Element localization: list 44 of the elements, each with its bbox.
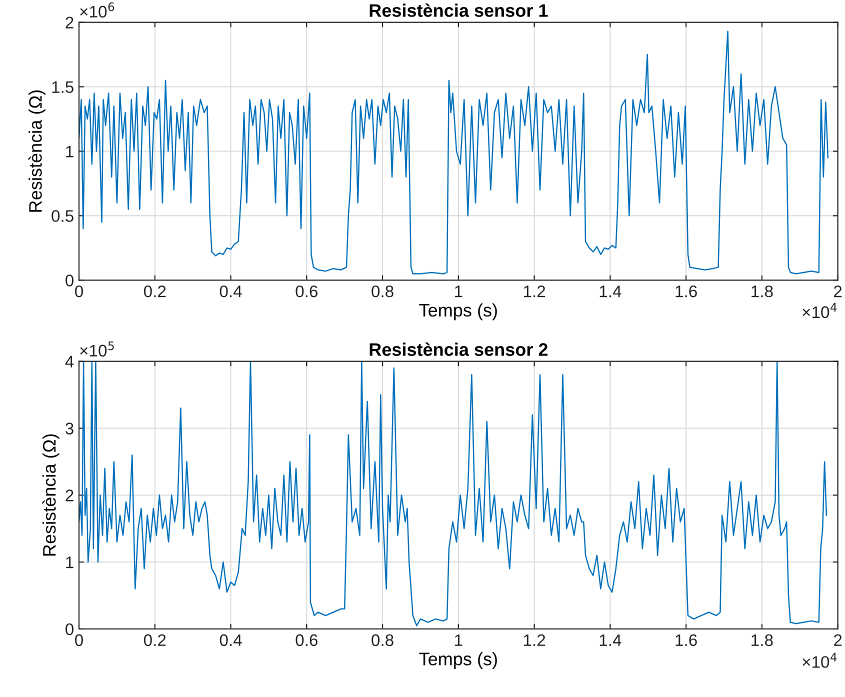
x-tick-label: 0.2	[144, 285, 166, 298]
y-tick-label: 2	[66, 490, 74, 502]
x-tick-label: 0.4	[220, 285, 242, 298]
x-tick-label: 1	[455, 634, 462, 646]
x-tick-label: 0	[75, 285, 83, 298]
line-series	[79, 361, 828, 626]
x-tick-label: 1	[455, 286, 462, 298]
x-axis-title: Temps (s)	[419, 303, 497, 320]
y-tick-label: 1	[66, 146, 74, 158]
x-tick-label: 1.2	[524, 634, 546, 646]
x-tick-label: 1.6	[676, 634, 697, 646]
y-axis-title: Resistència (Ω)	[42, 434, 60, 556]
x-tick-label: 1.8	[752, 285, 773, 298]
y-tick-label: 4	[65, 356, 74, 368]
text: ×10$^{5}$	[80, 342, 114, 357]
text: ×10$^{6}$	[80, 2, 114, 18]
y-tick-label: 0	[66, 623, 74, 636]
x-tick-label: 1.2	[524, 285, 546, 298]
x-tick-label: 2	[834, 285, 842, 298]
x-tick-label: 0.4	[220, 634, 242, 646]
x-tick-label: 0.8	[372, 634, 394, 646]
x-tick-label: 1.4	[600, 634, 622, 646]
y-tick-label: 3	[66, 422, 74, 434]
chart-title: Resistència sensor 1	[370, 4, 548, 17]
x-tick-label: 0.8	[372, 285, 394, 298]
chart-title: Resistència sensor 2	[370, 342, 548, 356]
x-tick-label: 1.6	[676, 285, 697, 298]
x-tick-label: 0.6	[296, 634, 318, 646]
text: ×10$^{4}$	[802, 303, 837, 318]
y-axis-title: Resistència (Ω)	[28, 90, 46, 212]
x-tick-label: 1.4	[600, 286, 622, 298]
y-tick-label: 2	[66, 16, 74, 28]
y-tick-label: 0	[66, 274, 74, 286]
y-tick-label: 1.5	[52, 81, 74, 93]
x-tick-label: 0	[75, 634, 83, 646]
x-axis-title: Temps (s)	[419, 652, 497, 669]
y-tick-label: 1	[66, 556, 74, 568]
text: ×10$^{4}$	[802, 652, 837, 668]
line-series	[79, 30, 829, 274]
y-tick-label: 0.5	[52, 210, 74, 222]
x-tick-label: 2	[834, 634, 842, 646]
x-tick-label: 1.8	[752, 634, 773, 646]
x-tick-label: 0.2	[144, 634, 166, 646]
x-tick-label: 0.6	[296, 285, 318, 298]
